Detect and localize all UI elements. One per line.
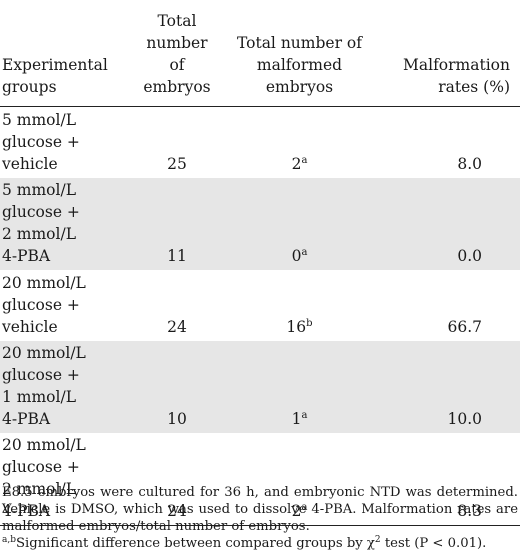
header-malformed-embryos: Total number of malformed embryos [222, 0, 377, 107]
row-total-cell: 10 [132, 340, 222, 433]
significance-mark: a [301, 154, 308, 166]
row-malformed-cell: 16b [286, 317, 313, 336]
table-row: 20 mmol/L glucose + 2 mmol/L 4-PBA 24 2a… [0, 432, 520, 526]
table-footnote: E8.5 embryos were cultured for 36 h, and… [2, 484, 518, 552]
significance-mark: a [301, 246, 308, 258]
row-malformed-cell: 1a [222, 340, 377, 433]
row-group-cell: 20 mmol/L glucose + vehicle [2, 273, 86, 336]
footnote-description: E8.5 embryos were cultured for 36 h, and… [2, 485, 518, 534]
footnote-marks: a,b [2, 535, 16, 545]
row-group-cell: 5 mmol/L glucose + 2 mmol/L 4-PBA [0, 177, 132, 270]
table-body: 5 mmol/L glucose + vehicle 25 2a 8.0 5 m… [0, 107, 520, 526]
row-rate-cell: 10.0 [377, 340, 520, 433]
results-table: Experimental groups Total number of embr… [0, 0, 520, 526]
table-row: 5 mmol/L glucose + vehicle 25 2a 8.0 [0, 107, 520, 178]
row-malformed-cell: 2a [222, 432, 377, 526]
row-rate-cell: 8.3 [377, 432, 520, 526]
table-row: 5 mmol/L glucose + 2 mmol/L 4-PBA 11 0a … [0, 177, 520, 270]
header-malformation-rates: Malformation rates (%) [377, 0, 520, 107]
significance-mark: a [301, 501, 308, 513]
row-total-cell: 11 [132, 177, 222, 270]
header-total-embryos: Total number of embryos [132, 0, 222, 107]
significance-mark: a [301, 409, 308, 421]
row-total-cell: 24 [167, 317, 187, 336]
row-malformed-cell: 0a [222, 177, 377, 270]
row-group-cell: 5 mmol/L glucose + vehicle [2, 110, 80, 173]
significance-mark: b [306, 317, 313, 329]
footnote-significance: a,bSignificant difference between compar… [2, 535, 487, 552]
row-rate-cell: 0.0 [377, 177, 520, 270]
row-rate-cell: 8.0 [457, 154, 482, 173]
row-total-cell: 25 [167, 154, 187, 173]
row-total-cell: 24 [132, 432, 222, 526]
row-rate-cell: 66.7 [447, 317, 482, 336]
table-header: Experimental groups Total number of embr… [0, 0, 520, 107]
table-row: 20 mmol/L glucose + vehicle 24 16b 66.7 [0, 270, 520, 341]
table-row: 20 mmol/L glucose + 1 mmol/L 4-PBA 10 1a… [0, 340, 520, 433]
row-group-cell: 20 mmol/L glucose + 1 mmol/L 4-PBA [0, 340, 132, 433]
row-group-cell: 20 mmol/L glucose + 2 mmol/L 4-PBA [0, 432, 132, 526]
header-experimental-groups: Experimental groups [0, 0, 132, 107]
chi-square-exponent: 2 [374, 535, 381, 545]
row-malformed-cell: 2a [291, 154, 308, 173]
